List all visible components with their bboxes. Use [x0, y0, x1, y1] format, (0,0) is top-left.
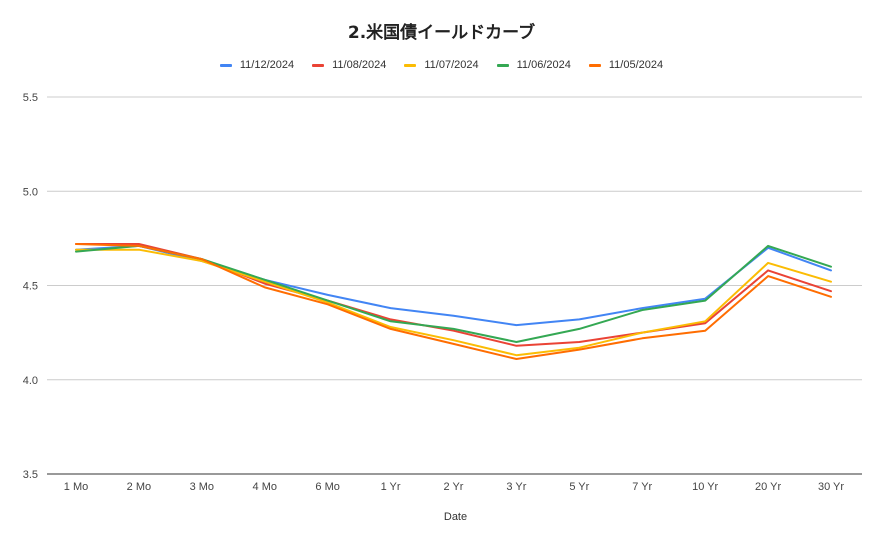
x-tick-label: 3 Yr — [506, 481, 526, 493]
x-tick-label: 4 Mo — [253, 481, 277, 493]
x-tick-label: 1 Yr — [381, 481, 401, 493]
legend-swatch — [219, 63, 232, 67]
x-tick-label: 1 Mo — [64, 481, 88, 493]
x-tick-label: 30 Yr — [818, 481, 844, 493]
x-tick-label: 5 Yr — [569, 481, 589, 493]
legend-swatch — [404, 63, 417, 67]
legend-swatch — [588, 63, 601, 67]
y-tick-label: 3.5 — [23, 469, 38, 481]
legend-swatch — [312, 63, 325, 67]
x-tick-label: 3 Mo — [190, 481, 214, 493]
legend-swatch — [496, 63, 509, 67]
legend-label: 11/05/2024 — [608, 59, 664, 71]
legend-label: 11/12/2024 — [239, 59, 295, 71]
legend-item: 11/06/2024 — [496, 59, 571, 71]
legend-label: 11/08/2024 — [332, 59, 387, 71]
x-tick-label: 2 Mo — [127, 481, 151, 493]
y-tick-label: 5.5 — [23, 92, 38, 104]
legend-label: 11/06/2024 — [516, 59, 571, 71]
x-tick-label: 10 Yr — [692, 481, 718, 493]
y-tick-label: 5.0 — [23, 186, 38, 198]
x-axis-title: Date — [444, 511, 467, 523]
legend-item: 11/12/2024 — [219, 59, 295, 71]
x-tick-label: 7 Yr — [632, 481, 652, 493]
chart-title: 2.米国債イールドカーブ — [347, 23, 536, 43]
series-line — [75, 248, 832, 357]
legend-label: 11/07/2024 — [424, 59, 479, 71]
legend-item: 11/07/2024 — [404, 59, 479, 71]
series-line — [75, 244, 832, 343]
y-tick-label: 4.0 — [23, 375, 38, 387]
x-tick-label: 20 Yr — [755, 481, 781, 493]
y-tick-label: 4.5 — [23, 281, 38, 293]
legend-item: 11/05/2024 — [588, 59, 664, 71]
series-line — [75, 243, 832, 360]
legend: 11/12/2024 11/08/2024 11/07/2024 11/06/2024… — [0, 59, 883, 71]
x-tick-label: 6 Mo — [315, 481, 339, 493]
legend-item: 11/08/2024 — [312, 59, 386, 71]
x-tick-label: 2 Yr — [444, 481, 464, 493]
